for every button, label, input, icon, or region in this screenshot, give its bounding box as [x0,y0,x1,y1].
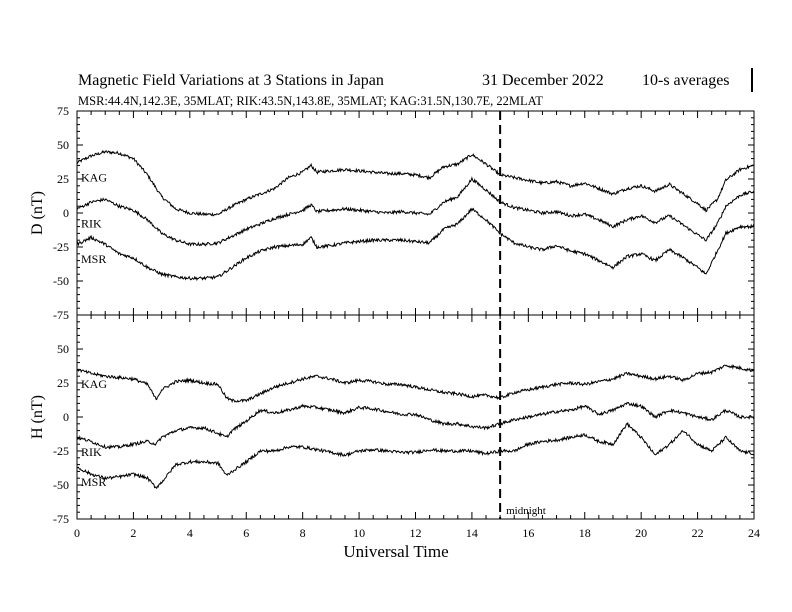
averaging-label: 10-s averages [642,72,730,89]
x-axis-label: Universal Time [343,542,449,561]
y-tick-label: -25 [53,240,69,254]
y-tick-label: -75 [53,308,69,322]
x-tick-label: 20 [635,526,647,540]
midnight-label: midnight [506,505,546,517]
x-tick-label: 16 [522,526,534,540]
x-tick-label: 18 [579,526,591,540]
x-tick-label: 22 [692,526,704,540]
y-tick-label: -75 [53,512,69,526]
x-tick-label: 10 [353,526,365,540]
series-label-msr: MSR [81,475,106,489]
station-info: MSR:44.4N,142.3E, 35MLAT; RIK:43.5N,143.… [78,94,543,108]
x-tick-label: 14 [466,526,478,540]
series-label-rik: RIK [81,445,102,459]
y-tick-label: -25 [53,444,69,458]
series-label-kag: KAG [81,377,107,391]
series-line-kag [76,363,755,404]
y-tick-label: 50 [57,342,69,356]
x-tick-label: 8 [300,526,306,540]
x-tick-label: 4 [187,526,193,540]
x-tick-label: 0 [74,526,80,540]
y-tick-label: 0 [63,206,69,220]
y-tick-label: -50 [53,274,69,288]
y-tick-label: 50 [57,138,69,152]
series-line-rik [76,401,755,450]
series-label-msr: MSR [81,252,106,266]
series-line-msr [76,421,755,489]
x-tick-label: 2 [130,526,136,540]
y-axis-label: H (nT) [29,395,46,439]
y-tick-label: -50 [53,478,69,492]
x-tick-label: 12 [410,526,422,540]
chart-date: 31 December 2022 [482,72,604,89]
chart-title: Magnetic Field Variations at 3 Stations … [78,72,384,89]
y-tick-label: 25 [57,172,69,186]
y-tick-label: 0 [63,410,69,424]
panel-D: 75 50 25 0 -25 -50 -75 D (nT) KAG RIK MSR [29,104,755,322]
series-line-kag [76,150,755,217]
series-label-rik: RIK [81,217,102,231]
x-tick-label: 24 [748,526,760,540]
series-line-rik [76,176,755,247]
y-tick-label: 75 [57,104,69,118]
series-line-msr [76,207,755,282]
panel-frame [76,314,755,520]
y-axis-label: D (nT) [29,191,46,235]
x-tick-label: 6 [243,526,249,540]
y-tick-label: 25 [57,376,69,390]
series-label-kag: KAG [81,170,107,184]
